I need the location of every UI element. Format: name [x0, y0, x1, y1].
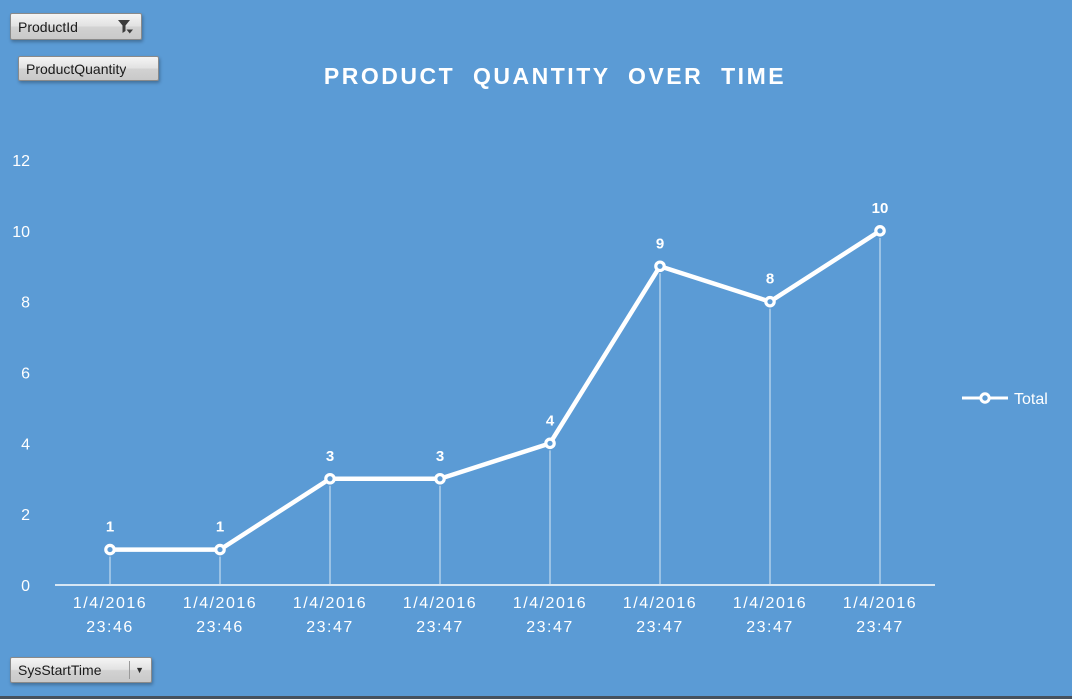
data-label: 4 — [546, 412, 555, 429]
productid-filter-label: ProductId — [18, 18, 78, 35]
productquantity-field-label: ProductQuantity — [26, 60, 127, 77]
chevron-down-icon: ▼ — [129, 661, 144, 679]
x-tick-label: 1/4/2016 23:46 — [73, 595, 147, 636]
data-point-marker — [654, 260, 666, 273]
y-tick-label: 0 — [21, 578, 30, 595]
data-point-marker — [324, 472, 336, 485]
y-tick-label: 12 — [12, 153, 30, 170]
data-point-marker — [874, 225, 886, 237]
x-tick-label: 1/4/2016 23:47 — [623, 595, 697, 636]
data-label: 1 — [216, 519, 224, 536]
x-tick-label: 1/4/2016 23:47 — [733, 595, 807, 636]
y-tick-label: 4 — [21, 436, 30, 453]
data-label: 3 — [326, 448, 334, 465]
y-tick-label: 10 — [12, 224, 30, 241]
filter-dropdown-icon — [116, 18, 134, 36]
x-tick-label: 1/4/2016 23:47 — [843, 595, 917, 636]
data-label: 9 — [656, 235, 664, 252]
x-tick-label: 1/4/2016 23:47 — [403, 595, 477, 636]
x-tick-label: 1/4/2016 23:46 — [183, 595, 257, 636]
data-label: 10 — [872, 200, 889, 217]
data-point-marker — [434, 472, 446, 485]
series-line — [107, 228, 883, 552]
legend-label: Total — [1014, 391, 1048, 408]
sysstarttime-filter-label: SysStartTime — [18, 662, 102, 678]
data-point-marker — [104, 543, 116, 556]
y-tick-label: 2 — [21, 507, 30, 524]
data-label: 3 — [436, 448, 444, 465]
chart-title: PRODUCT QUANTITY OVER TIME — [323, 63, 787, 89]
y-tick-label: 6 — [21, 366, 30, 383]
productquantity-field-button[interactable]: ProductQuantity — [18, 56, 159, 81]
data-point-marker — [214, 543, 226, 556]
window-bottom-edge — [0, 696, 1072, 699]
x-tick-label: 1/4/2016 23:47 — [513, 595, 587, 636]
data-label: 1 — [106, 519, 114, 536]
productid-filter-button[interactable]: ProductId — [10, 13, 142, 40]
sysstarttime-filter-button[interactable]: SysStartTime ▼ — [10, 657, 152, 683]
x-tick-label: 1/4/2016 23:47 — [293, 595, 367, 636]
data-point-marker — [764, 295, 776, 308]
legend-marker — [979, 392, 991, 404]
y-tick-label: 8 — [21, 295, 30, 312]
data-point-marker — [544, 437, 556, 450]
data-label: 8 — [766, 271, 774, 288]
